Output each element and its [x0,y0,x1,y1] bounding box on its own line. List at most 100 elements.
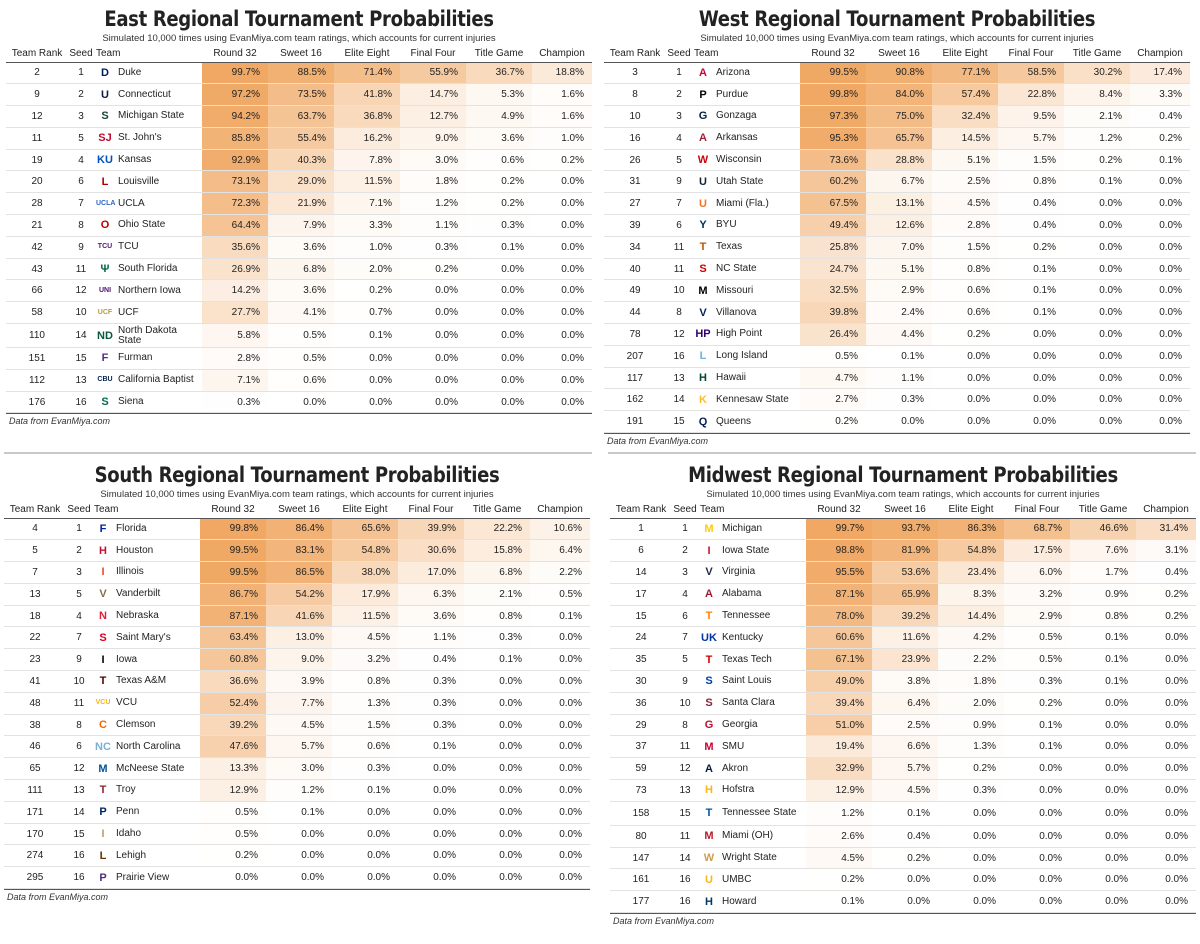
probability-cell: 0.6% [932,301,998,325]
column-header: Title Game [466,46,532,63]
team-cell: A Arkansas [692,127,800,150]
team-cell: T Tennessee [698,605,806,628]
column-header: Seed [66,502,92,519]
probability-cell: 3.2% [1004,583,1070,606]
team-logo-icon: I [101,653,105,666]
probability-cell: 99.7% [202,62,268,85]
seed-cell: 16 [672,868,698,892]
probability-cell: 87.1% [200,605,266,628]
probability-cell: 0.5% [1004,626,1070,650]
team-name: SMU [722,740,745,752]
probability-cell: 0.0% [1130,367,1190,390]
team-name: Texas A&M [116,675,167,687]
team-logo-icon: UK [701,631,717,644]
team-rank-cell: 176 [6,391,68,414]
team-name: Santa Clara [722,697,775,709]
team-name: Siena [118,396,144,408]
team-rank-cell: 177 [610,890,672,914]
region-subtitle: Simulated 10,000 times using EvanMiya.co… [100,489,494,500]
team-cell: P Penn [92,801,200,824]
probability-cell: 67.1% [806,648,872,672]
seed-cell: 16 [66,866,92,890]
probability-cell: 75.0% [866,105,932,128]
probability-cell: 57.4% [932,83,998,107]
team-logo-icon: M [704,740,714,753]
probability-cell: 17.4% [1130,62,1190,85]
probability-cell: 0.3% [464,626,530,650]
probability-cell: 5.7% [998,127,1064,150]
team-logo-icon: A [699,132,707,145]
team-name: Miami (Fla.) [716,197,769,209]
team-logo-icon: SJ [98,132,112,145]
team-rank-cell: 65 [4,757,66,781]
team-rank-cell: 162 [604,388,666,412]
probability-cell: 0.0% [998,410,1064,434]
team-rank-cell: 110 [6,323,68,349]
probability-cell: 99.7% [806,518,872,541]
probability-cell: 0.0% [334,347,400,370]
probability-cell: 23.4% [938,561,1004,584]
seed-cell: 6 [66,735,92,759]
team-rank-cell: 191 [604,410,666,434]
probability-cell: 13.0% [266,626,332,650]
team-cell: Ψ South Florida [94,258,202,281]
team-logo-icon: U [101,88,109,101]
team-rank-cell: 27 [604,192,666,216]
probability-cell: 3.8% [872,670,938,693]
probability-cell: 39.9% [398,518,464,541]
seed-cell: 4 [68,149,94,172]
team-name: Arizona [716,66,750,78]
probability-cell: 0.0% [872,890,938,914]
team-rank-cell: 17 [610,583,672,606]
probability-cell: 1.2% [400,192,466,216]
probability-cell: 0.1% [332,779,398,802]
team-cell: NC North Carolina [92,735,200,759]
seed-cell: 1 [672,518,698,541]
probability-cell: 0.0% [464,801,530,824]
probability-cell: 0.0% [938,847,1004,870]
probability-cell: 46.6% [1070,518,1136,541]
team-cell: A Arizona [692,62,800,85]
probability-cell: 0.3% [466,214,532,237]
probability-cell: 6.7% [866,170,932,194]
team-cell: T Texas A&M [92,670,200,693]
table-row: 39 6 Y BYU 49.4% 12.6% 2.8% 0.4% 0.0% 0.0% [604,214,1190,237]
column-header: Round 32 [200,502,266,519]
team-logo-icon: U [699,175,707,188]
probability-cell: 0.1% [1070,648,1136,672]
table-row: 16 4 A Arkansas 95.3% 65.7% 14.5% 5.7% 1.2% 0.2% [604,127,1190,150]
team-name: Saint Louis [722,675,772,687]
team-name: Lehigh [116,849,147,861]
column-header: Seed [672,502,698,519]
table-row: 29 8 G Georgia 51.0% 2.5% 0.9% 0.1% 0.0% 0.0% [610,714,1196,737]
team-logo-icon: D [101,66,109,79]
table-row: 8 2 P Purdue 99.8% 84.0% 57.4% 22.8% 8.4% 3.3% [604,83,1190,107]
table-row: 162 14 K Kennesaw State 2.7% 0.3% 0.0% 0.0% 0.0%… [604,388,1190,412]
probability-cell: 4.4% [866,323,932,346]
team-logo-icon: S [99,631,107,644]
column-header: Final Four [400,46,466,63]
probability-cell: 0.0% [1070,692,1136,715]
team-cell: S Michigan State [94,105,202,128]
probability-cell: 12.9% [806,779,872,802]
team-cell: U Miami (Fla.) [692,192,800,216]
team-name: Akron [722,762,749,774]
probability-cell: 54.8% [938,539,1004,563]
probability-cell: 0.8% [464,605,530,628]
probability-cell: 0.0% [1070,890,1136,914]
probability-cell: 17.5% [1004,539,1070,563]
probability-cell: 0.0% [1064,410,1130,434]
column-header: Elite Eight [932,46,998,63]
probability-cell: 14.2% [202,279,268,303]
probability-cell: 1.6% [532,105,592,128]
column-header: Final Four [1004,502,1070,519]
probability-cell: 99.8% [800,83,866,107]
probability-cell: 0.0% [1064,279,1130,303]
probability-cell: 0.0% [532,236,592,259]
team-cell: S Saint Mary's [92,626,200,650]
probability-cell: 0.0% [266,866,332,890]
team-logo-icon: S [699,263,707,276]
table-row: 274 16 L Lehigh 0.2% 0.0% 0.0% 0.0% 0.0% 0.0% [4,844,590,868]
probability-cell: 23.9% [872,648,938,672]
probability-cell: 0.3% [938,779,1004,802]
